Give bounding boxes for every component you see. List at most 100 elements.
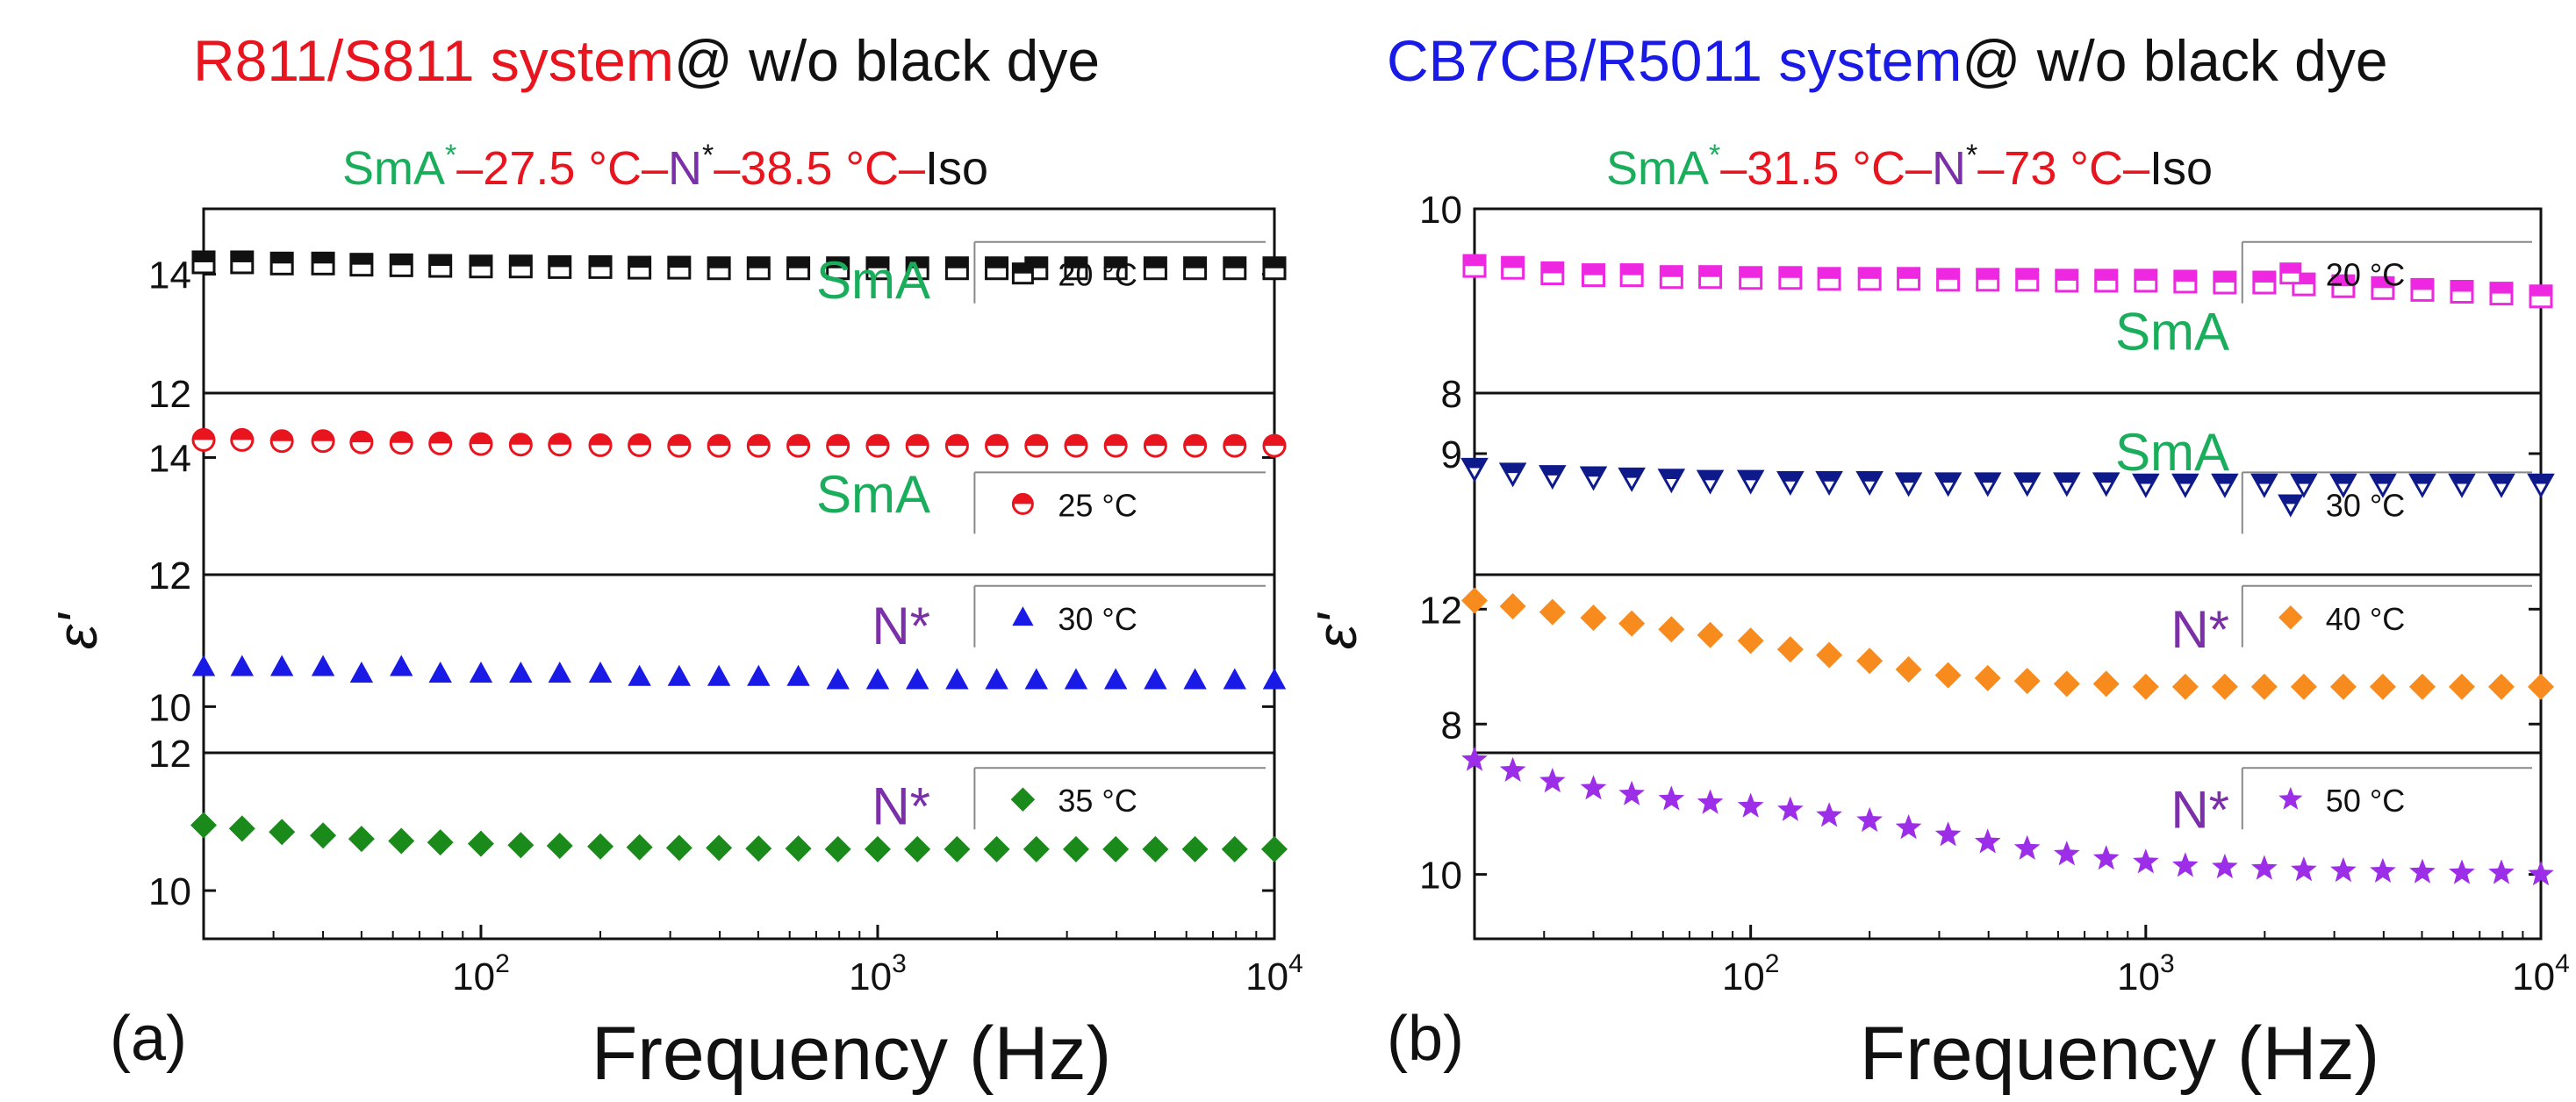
data-point (865, 433, 890, 458)
data-point (1143, 433, 1167, 458)
phase-b-t2: –73 °C– (1977, 142, 2149, 195)
data-point (1579, 466, 1608, 491)
data-point (1539, 465, 1567, 490)
data-point (1736, 469, 1765, 495)
data-point (588, 254, 613, 279)
data-point (1973, 472, 2002, 497)
legend-marker (1011, 492, 1034, 515)
y-tick-label: 9 (1441, 433, 1462, 476)
data-point (865, 668, 890, 690)
y-tick-label: 10 (1419, 855, 1462, 898)
data-point (1895, 814, 1922, 840)
data-point (747, 664, 771, 686)
data-point (2252, 270, 2277, 295)
phase-b-iso: Iso (2149, 142, 2213, 195)
data-point (1618, 467, 1646, 492)
data-point (2211, 473, 2239, 498)
data-point (2527, 473, 2555, 498)
data-point (1262, 433, 1287, 458)
data-point (1183, 668, 1207, 690)
data-point (1696, 469, 1725, 495)
data-point (2408, 673, 2436, 700)
data-point (2370, 857, 2396, 883)
data-point (2250, 673, 2278, 700)
data-point (944, 835, 971, 862)
panel-a-phase-sequence: SmA*–27.5 °C–N*–38.5 °C–Iso (342, 139, 988, 195)
data-point (745, 835, 772, 862)
data-point (1776, 471, 1805, 496)
panel-a-title: R811/S811 system@ w/o black dye (193, 28, 1100, 93)
data-point (2132, 673, 2159, 700)
data-point (269, 429, 294, 454)
data-point (707, 664, 731, 686)
y-tick-label: 10 (1419, 189, 1462, 232)
data-point (548, 433, 572, 457)
data-point (2487, 673, 2515, 700)
data-point (865, 256, 890, 281)
data-point (628, 255, 652, 280)
data-point (311, 429, 335, 454)
y-tick-label: 14 (148, 254, 191, 297)
data-point (2291, 856, 2317, 882)
data-point (2171, 473, 2199, 498)
data-point (2013, 668, 2041, 695)
data-point (469, 254, 493, 279)
data-point (230, 250, 255, 275)
legend-label: 20 °C (2326, 257, 2405, 293)
data-point (707, 256, 731, 281)
data-point (2330, 856, 2357, 883)
data-point (427, 829, 454, 856)
x-tick-label: 104 (1245, 949, 1303, 998)
x-tick-label: 103 (2117, 949, 2175, 998)
panel-b-xlabel: Frequency (Hz) (1860, 1012, 2380, 1096)
legend: 35 °C (973, 767, 1266, 830)
legend-label: 35 °C (1058, 783, 1137, 819)
data-point (1024, 668, 1048, 690)
data-point (2055, 268, 2079, 293)
panel-a-letter: (a) (110, 1004, 187, 1074)
subplot-a-3: 10 12 N* 30 °C (148, 555, 1287, 729)
data-point (548, 254, 572, 279)
data-point (1498, 462, 1527, 488)
data-point (509, 661, 533, 683)
phase-b-sma: SmA (1606, 142, 1709, 195)
data-point (2290, 473, 2318, 498)
data-point (1816, 802, 1842, 827)
data-point (628, 664, 651, 686)
legend: 20 °C (2241, 240, 2532, 304)
data-point (706, 834, 733, 862)
y-tick-label: 8 (1441, 373, 1462, 416)
data-point (944, 256, 969, 281)
data-point (1618, 610, 1646, 637)
data-point (230, 427, 255, 452)
phase-a-n: N (668, 142, 702, 195)
data-point (508, 433, 533, 457)
legend: 40 °C (2241, 584, 2532, 648)
data-point (1697, 621, 1724, 648)
phase-b-n: N (1932, 142, 1966, 195)
phase-label: SmA (2115, 423, 2229, 482)
x-tick-label: 102 (452, 949, 510, 998)
panel-b-letter: (b) (1387, 1004, 1464, 1074)
y-tick-label: 10 (148, 870, 191, 913)
data-point (2172, 852, 2199, 877)
data-point (2173, 269, 2198, 294)
data-point (2053, 670, 2080, 698)
data-point (1262, 256, 1287, 281)
data-point (1223, 256, 1247, 281)
y-tick-label: 12 (148, 373, 191, 416)
data-point (2528, 861, 2554, 886)
data-point (1857, 267, 1882, 291)
data-point (1697, 789, 1724, 814)
data-point (2092, 845, 2120, 870)
phase-a-t1: –27.5 °C– (456, 142, 668, 195)
data-point (269, 655, 294, 676)
y-tick-label: 12 (148, 733, 191, 776)
data-point (348, 826, 375, 853)
data-point (1934, 472, 1962, 497)
data-point (1223, 668, 1246, 690)
data-point (2331, 274, 2356, 298)
